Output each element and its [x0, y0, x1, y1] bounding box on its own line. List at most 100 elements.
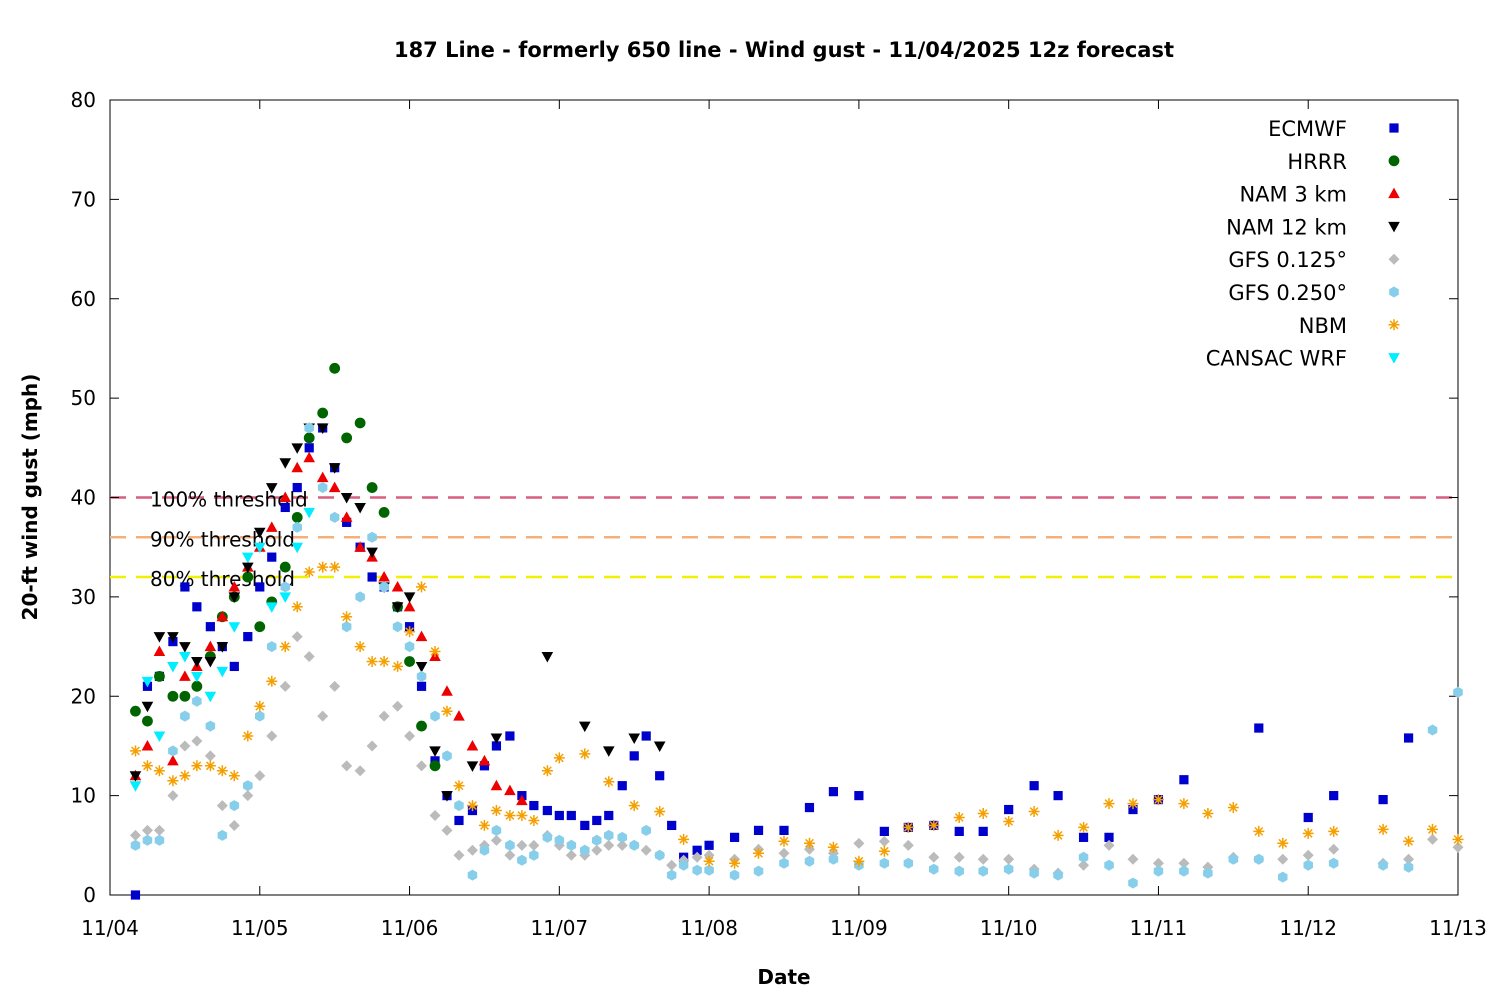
data-point-nam-12-km	[228, 592, 241, 603]
data-point-ecmwf	[243, 632, 253, 642]
data-point-nbm	[729, 857, 741, 869]
data-point-nbm	[279, 641, 291, 653]
data-point-gfs-0-125	[902, 839, 914, 851]
data-point-ecmwf	[617, 781, 627, 791]
data-point-gfs-0-125	[179, 740, 191, 752]
data-point-ecmwf	[542, 805, 552, 816]
data-point-nam-3-km	[391, 580, 404, 592]
series-markers	[129, 362, 1464, 900]
data-point-nbm	[603, 776, 615, 788]
data-point-nbm	[416, 581, 427, 593]
data-point-gfs-0-250	[329, 511, 340, 523]
data-point-gfs-0-250	[192, 695, 202, 707]
data-point-nbm	[703, 855, 715, 867]
data-point-nam-12-km	[167, 632, 179, 643]
data-point-gfs-0-125	[616, 839, 628, 851]
data-point-nbm	[902, 821, 914, 833]
data-point-nam-12-km	[291, 443, 304, 454]
data-point-nam-3-km	[153, 645, 166, 657]
data-point-ecmwf	[1078, 832, 1089, 842]
data-point-nam-12-km	[241, 562, 254, 574]
legend-label-nam-12-km: NAM 12 km	[1226, 215, 1347, 239]
data-point-ecmwf	[180, 582, 190, 592]
data-point-gfs-0-125	[329, 680, 341, 692]
data-point-cansac-wrf	[141, 676, 154, 688]
data-point-nbm	[1328, 825, 1340, 837]
data-point-nam-12-km	[490, 733, 503, 744]
data-point-gfs-0-125	[153, 824, 165, 836]
data-point-nbm	[1127, 798, 1139, 810]
data-point-ecmwf	[954, 826, 964, 836]
data-point-ecmwf	[229, 661, 239, 672]
data-point-nbm	[254, 700, 266, 712]
data-point-gfs-0-250	[205, 720, 216, 732]
data-point-nam-12-km	[403, 592, 416, 603]
data-point-cansac-wrf	[291, 542, 304, 554]
data-point-gfs-0-250	[392, 621, 403, 633]
legend-label-nam-3-km: NAM 3 km	[1239, 183, 1347, 207]
data-point-nam-12-km	[328, 463, 341, 474]
data-point-gfs-0-125	[565, 849, 577, 861]
data-point-gfs-0-250	[879, 857, 890, 869]
data-point-gfs-0-250	[1128, 877, 1138, 889]
y-axis-label: 20-ft wind gust (mph)	[18, 374, 42, 621]
data-point-nbm	[1078, 821, 1090, 833]
data-point-gfs-0-250	[180, 710, 190, 722]
chart-title: 187 Line - formerly 650 line - Wind gust…	[394, 38, 1174, 62]
data-point-hrrr	[329, 362, 341, 374]
data-point-hrrr	[354, 417, 366, 429]
data-point-ecmwf	[367, 572, 377, 582]
data-point-nbm	[628, 800, 640, 812]
legend-marker-hrrr	[1388, 155, 1400, 167]
data-point-nam-3-km	[466, 739, 479, 751]
data-point-gfs-0-250	[554, 834, 565, 846]
data-point-gfs-0-125	[303, 651, 315, 662]
data-point-gfs-0-250	[678, 859, 689, 871]
data-point-gfs-0-250	[641, 824, 651, 836]
data-point-cansac-wrf	[265, 602, 278, 613]
data-point-gfs-0-125	[1277, 853, 1289, 865]
data-point-nbm	[504, 810, 516, 821]
legend-marker-nam-3-km	[1388, 187, 1400, 199]
data-point-nbm	[216, 765, 228, 777]
data-point-nbm	[553, 752, 565, 764]
data-point-gfs-0-125	[416, 760, 428, 772]
data-point-nbm	[153, 765, 165, 777]
data-point-gfs-0-250	[929, 863, 939, 875]
data-point-gfs-0-250	[1403, 861, 1414, 873]
data-point-nbm	[317, 561, 329, 573]
data-point-nam-12-km	[216, 642, 229, 653]
data-point-ecmwf	[130, 890, 141, 900]
data-point-gfs-0-125	[928, 851, 940, 863]
data-point-ecmwf	[692, 845, 702, 855]
data-point-hrrr	[254, 621, 266, 633]
data-point-hrrr	[416, 720, 427, 732]
data-point-ecmwf	[667, 820, 677, 831]
data-point-nam-12-km	[354, 502, 366, 514]
data-point-gfs-0-125	[129, 829, 141, 841]
data-point-ecmwf	[192, 602, 202, 612]
data-point-cansac-wrf	[241, 552, 254, 564]
data-point-hrrr	[154, 670, 165, 682]
data-point-gfs-0-125	[878, 835, 890, 847]
data-point-ecmwf	[704, 840, 714, 850]
data-point-ecmwf	[1004, 804, 1014, 815]
data-point-nam-12-km	[429, 746, 441, 757]
data-point-gfs-0-125	[1452, 841, 1464, 853]
x-axis-label: Date	[757, 965, 810, 989]
data-point-gfs-0-250	[1254, 853, 1264, 865]
data-point-gfs-0-125	[504, 849, 516, 861]
data-point-nbm	[291, 601, 303, 613]
data-point-gfs-0-250	[416, 670, 427, 682]
legend-marker-nbm	[1388, 319, 1400, 331]
data-point-nam-3-km	[316, 471, 329, 483]
data-point-nbm	[1377, 823, 1389, 835]
data-point-cansac-wrf	[179, 652, 191, 663]
data-point-nbm	[1178, 798, 1190, 810]
y-tick-label: 20	[71, 684, 96, 708]
data-point-ecmwf	[804, 802, 815, 813]
data-point-gfs-0-250	[566, 839, 577, 851]
data-point-gfs-0-250	[1203, 867, 1213, 879]
data-point-gfs-0-250	[828, 853, 839, 865]
data-point-nam-3-km	[265, 521, 278, 532]
